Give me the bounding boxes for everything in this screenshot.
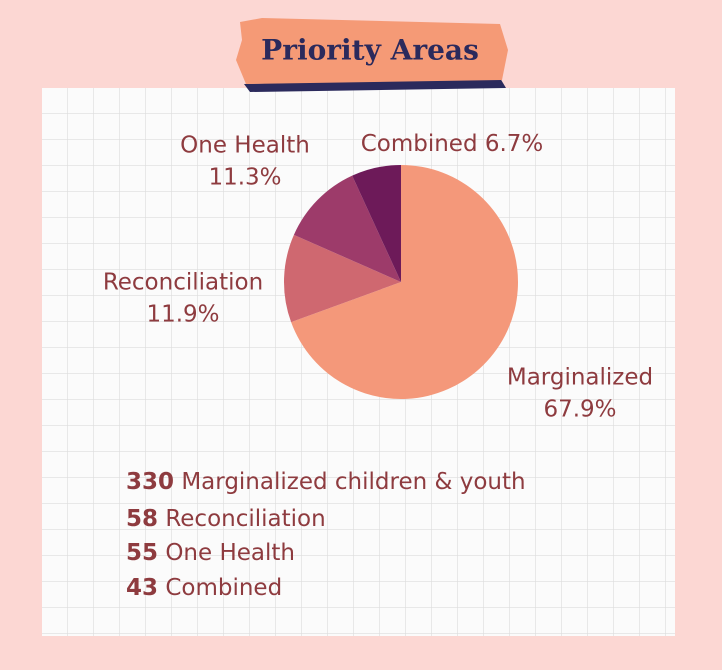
count-item: 330 Marginalized children & youth (126, 469, 526, 495)
count-label: One Health (165, 540, 295, 566)
slice-name: Reconciliation (103, 270, 263, 296)
count-item: 58 Reconciliation (126, 506, 326, 532)
count-item: 43 Combined (126, 575, 282, 601)
pie-slice (293, 175, 401, 282)
count-label: Combined (165, 575, 282, 601)
count-number: 43 (126, 575, 158, 601)
pie-slice (291, 165, 518, 399)
count-number: 55 (126, 540, 158, 566)
slice-value: 6.7% (485, 131, 543, 157)
title-banner (236, 18, 508, 84)
slice-value: 67.9% (543, 397, 616, 423)
pie-labels: Marginalized 67.9% Reconciliation 11.9% One … (103, 131, 653, 423)
count-list: 330 Marginalized children & youth 58 Reco… (126, 469, 526, 601)
count-label: Marginalized children & youth (181, 469, 525, 495)
count-label: Reconciliation (165, 506, 325, 532)
count-number: 58 (126, 506, 158, 532)
slice-name: Marginalized (507, 365, 653, 391)
banner-shadow (244, 78, 506, 92)
count-item: 55 One Health (126, 540, 295, 566)
slice-value: 11.3% (208, 165, 281, 191)
pie (284, 165, 518, 399)
pie-slice (284, 234, 401, 323)
chart-title: Priority Areas (261, 34, 479, 67)
slice-value: 11.9% (146, 302, 219, 328)
pie-slice (352, 165, 401, 282)
slice-label: Combined 6.7% (361, 131, 544, 157)
slice-name: Combined (361, 131, 478, 157)
count-number: 330 (126, 469, 174, 495)
slice-name: One Health (180, 133, 310, 159)
